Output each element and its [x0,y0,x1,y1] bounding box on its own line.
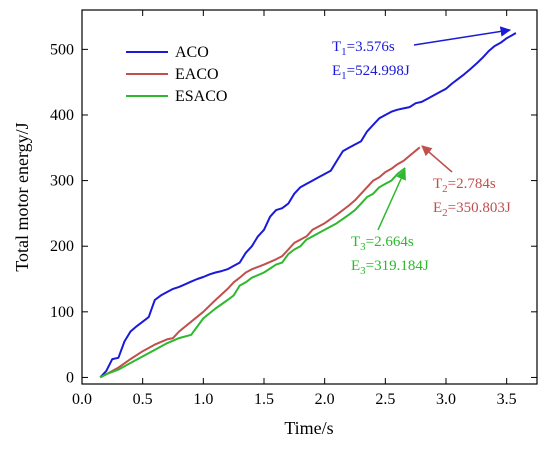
x-axis: 0.0 0.5 1.0 1.5 2.0 2.5 3.0 3.5 [72,10,517,408]
y-tick-label: 500 [50,41,74,58]
x-axis-title: Time/s [284,418,333,438]
y-tick-label: 200 [50,238,74,255]
annotation-esaco-time: T3=2.664s [351,234,414,253]
legend: ACO EACO ESACO [126,44,227,105]
x-tick-label: 1.5 [254,391,274,408]
annotation-eaco-time: T2=2.784s [433,176,496,195]
series-line-aco [99,32,517,379]
y-tick-label: 0 [66,369,74,386]
y-tick-label: 100 [50,304,74,321]
annotation-esaco: T3=2.664s E3=319.184J [351,169,429,277]
series-layer [99,32,517,379]
y-tick-label: 400 [50,107,74,124]
x-tick-label: 3.0 [436,391,456,408]
series-line-esaco [99,167,406,379]
legend-label-aco: ACO [175,44,209,61]
x-tick-label: 0.5 [133,391,153,408]
annotation-aco-arrow [413,26,512,46]
plot-area [81,9,538,385]
x-tick-label: 0.0 [72,391,92,408]
x-tick-label: 2.5 [375,391,395,408]
legend-label-esaco: ESACO [175,88,227,105]
y-tick-label: 300 [50,173,74,190]
y-axis-title: Total motor energy/J [12,122,32,271]
annotation-eaco-arrow [421,145,453,173]
annotation-esaco-energy: E3=319.184J [351,258,429,277]
legend-label-eaco: EACO [175,66,219,83]
x-tick-label: 1.0 [193,391,213,408]
x-tick-label: 2.0 [315,391,335,408]
y-axis: 0 100 200 300 400 500 [50,41,537,386]
annotation-eaco-energy: E2=350.803J [433,200,511,219]
annotation-aco-energy: E1=524.998J [332,63,410,82]
series-line-eaco [99,146,421,379]
annotation-eaco: T2=2.784s E2=350.803J [421,145,511,219]
annotation-esaco-arrow [377,169,406,231]
annotation-aco-time: T1=3.576s [332,39,395,58]
annotation-aco: T1=3.576s E1=524.998J [332,26,512,82]
x-tick-label: 3.5 [497,391,517,408]
